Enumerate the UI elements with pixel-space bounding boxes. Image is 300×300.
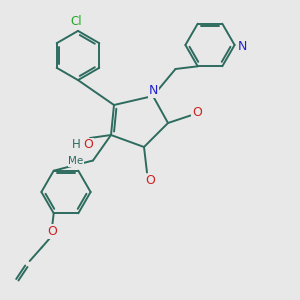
- Text: Cl: Cl: [71, 15, 82, 28]
- Text: O: O: [83, 138, 93, 152]
- Text: N: N: [237, 40, 247, 53]
- Text: N: N: [149, 84, 158, 97]
- Text: O: O: [192, 106, 202, 119]
- Text: Me: Me: [68, 156, 83, 166]
- Text: O: O: [47, 225, 57, 238]
- Text: O: O: [146, 174, 155, 188]
- Text: H: H: [71, 138, 80, 152]
